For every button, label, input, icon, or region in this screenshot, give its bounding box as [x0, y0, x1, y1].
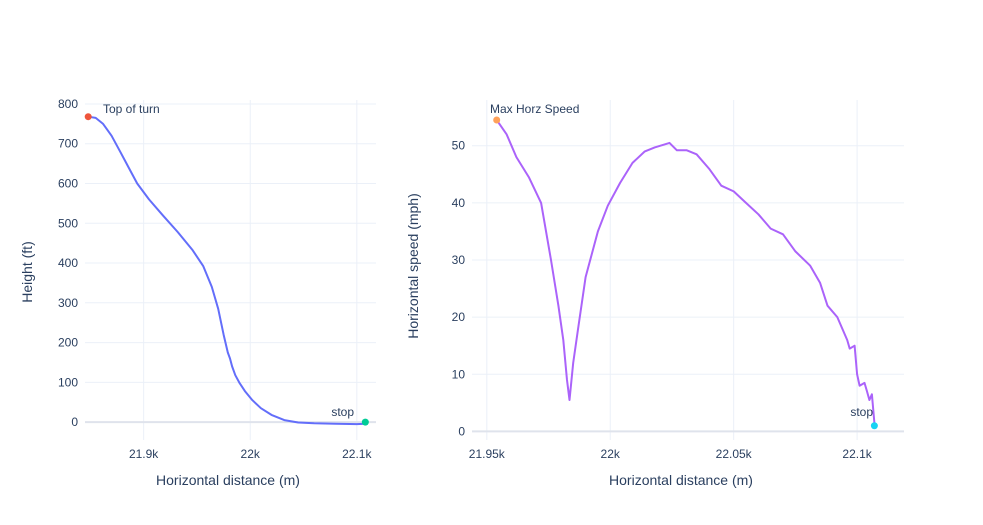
y-axis-title: Horizontal speed (mph): [405, 193, 421, 339]
chart-height-vs-distance: 21.9k 22k 22.1k 0100200300400500600700800 …: [19, 97, 376, 488]
y-tick-label: 20: [452, 310, 466, 324]
x-tick-label: 22.1k: [842, 447, 872, 461]
grid-lines: [472, 100, 904, 440]
y-tick-labels: 0 10 20 30 40 50: [452, 139, 466, 439]
y-tick-label: 500: [58, 216, 78, 230]
y-tick-label: 50: [452, 139, 466, 153]
grid-lines: [85, 100, 376, 440]
y-tick-label: 10: [452, 367, 466, 381]
x-tick-label: 22.05k: [716, 447, 753, 461]
chart-speed-vs-distance: 21.95k 22k 22.05k 22.1k 0 10 20 30 40 50 Horizon…: [405, 100, 904, 488]
series-line: [495, 119, 876, 423]
marker-point: [84, 113, 92, 121]
y-tick-label: 200: [58, 336, 78, 350]
marker-point: [361, 418, 369, 426]
x-tick-label: 21.95k: [469, 447, 506, 461]
plot-area: [493, 116, 878, 430]
y-tick-labels: 0 100 200 300 400 500 600 700 800: [58, 97, 78, 429]
y-tick-label: 400: [58, 256, 78, 270]
y-tick-label: 40: [452, 196, 466, 210]
x-axis-title: Horizontal distance (m): [156, 472, 300, 488]
marker-point: [870, 422, 878, 430]
y-tick-label: 100: [58, 375, 78, 389]
plot-area: [84, 113, 369, 426]
y-tick-label: 600: [58, 177, 78, 191]
x-tick-label: 22k: [241, 447, 261, 461]
x-tick-label: 21.9k: [129, 447, 159, 461]
y-tick-label: 300: [58, 296, 78, 310]
y-tick-label: 30: [452, 253, 466, 267]
y-tick-label: 0: [458, 424, 465, 438]
y-tick-label: 800: [58, 97, 78, 111]
y-axis-title: Height (ft): [19, 241, 35, 302]
x-tick-label: 22k: [601, 447, 621, 461]
x-tick-labels: 21.95k 22k 22.05k 22.1k: [469, 447, 873, 461]
x-tick-labels: 21.9k 22k 22.1k: [129, 447, 373, 461]
annotation-top-of-turn: Top of turn: [103, 102, 160, 116]
annotation-stop: stop: [331, 405, 354, 419]
x-axis-title: Horizontal distance (m): [609, 472, 753, 488]
y-tick-label: 0: [71, 415, 78, 429]
y-tick-label: 700: [58, 137, 78, 151]
marker-point: [493, 116, 501, 124]
x-tick-label: 22.1k: [342, 447, 372, 461]
annotation-max-horz-speed: Max Horz Speed: [490, 102, 579, 116]
annotation-stop: stop: [850, 405, 873, 419]
series-line: [88, 115, 366, 426]
